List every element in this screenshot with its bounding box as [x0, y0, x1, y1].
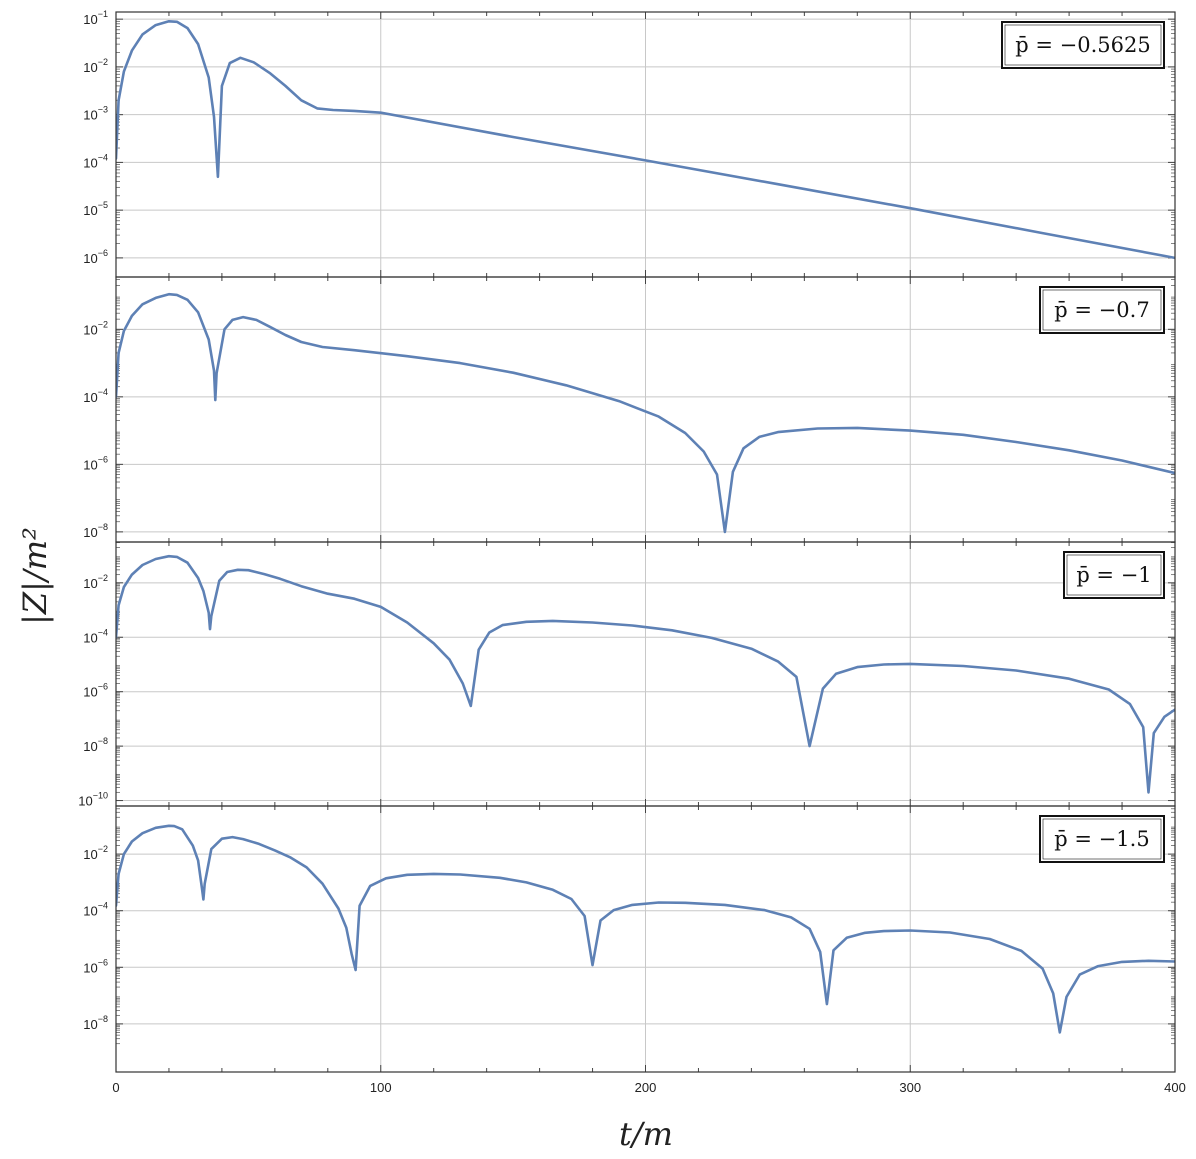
legend-inner-frame	[1042, 289, 1162, 331]
panel-1: 10−1 10−2 10−3 10−4 10−5 10−6 p̄ = −0.5625	[83, 9, 1176, 278]
series-line-panel-2	[116, 292, 1175, 534]
x-tick-label: 200	[635, 1080, 657, 1095]
y-tick-label: 10−3	[83, 105, 108, 123]
legend-frame	[1063, 551, 1165, 599]
y-tick-label: 10−2	[83, 57, 108, 75]
panel-3: 10−2 10−4 10−6 10−8 10−10 p̄ = −1	[78, 541, 1176, 809]
y-tick-label: 10−4	[83, 152, 108, 170]
y-tick-label: 10−8	[83, 1014, 108, 1032]
y-tick-label: 10−5	[83, 200, 108, 218]
x-axis-title: t/m	[619, 1115, 673, 1153]
y-tick-label: 10−6	[83, 454, 108, 472]
series-line-panel-3	[116, 554, 1175, 794]
y-tick-label: 10−4	[83, 387, 108, 405]
y-tick-label: 10−4	[83, 901, 108, 919]
y-tick-label: 10−6	[83, 248, 108, 266]
x-tick-label: 300	[899, 1080, 921, 1095]
panel-2: 10−2 10−4 10−6 10−8 p̄ = −0.7	[83, 276, 1176, 543]
series-line-panel-1	[116, 19, 1175, 260]
legend-frame	[1039, 815, 1165, 863]
x-tick-label: 100	[370, 1080, 392, 1095]
y-tick-label: 10−2	[83, 319, 108, 337]
legend-frame	[1001, 21, 1165, 69]
y-tick-label: 10−8	[83, 736, 108, 754]
panel-4: 10−2 10−4 10−6 10−8 p̄ = −1.5	[83, 805, 1176, 1073]
legend-label: p̄ = −1	[1076, 563, 1151, 587]
y-axis-title: |Z|/m²	[16, 527, 54, 625]
legend-label: p̄ = −0.5625	[1015, 33, 1150, 57]
legend-label: p̄ = −1.5	[1054, 827, 1149, 851]
legend-frame	[1039, 286, 1165, 334]
legend-box: p̄ = −0.5625	[1001, 21, 1165, 69]
x-axis: 0 100 200 300 400	[112, 1080, 1185, 1095]
y-tick-label: 10−1	[83, 9, 108, 27]
series-line-panel-4	[116, 824, 1175, 1034]
legend-box: p̄ = −0.7	[1039, 286, 1165, 334]
y-tick-label: 10−2	[83, 573, 108, 591]
chart-panels: 10−1 10−2 10−3 10−4 10−5 10−6 p̄ = −0.5625 10−2…	[78, 9, 1176, 1073]
y-tick-label: 10−4	[83, 627, 108, 645]
y-tick-label: 10−6	[83, 682, 108, 700]
y-tick-label: 10−10	[78, 791, 108, 809]
x-tick-label: 400	[1164, 1080, 1186, 1095]
legend-inner-frame	[1004, 24, 1162, 66]
legend-label: p̄ = −0.7	[1054, 298, 1149, 322]
y-tick-label: 10−6	[83, 957, 108, 975]
x-tick-label: 0	[112, 1080, 119, 1095]
panel-frame	[115, 805, 1176, 1073]
legend-inner-frame	[1042, 818, 1162, 860]
y-tick-label: 10−8	[83, 522, 108, 540]
legend-box: p̄ = −1	[1063, 551, 1165, 599]
y-tick-label: 10−2	[83, 844, 108, 862]
legend-box: p̄ = −1.5	[1039, 815, 1165, 863]
legend-inner-frame	[1066, 554, 1162, 596]
